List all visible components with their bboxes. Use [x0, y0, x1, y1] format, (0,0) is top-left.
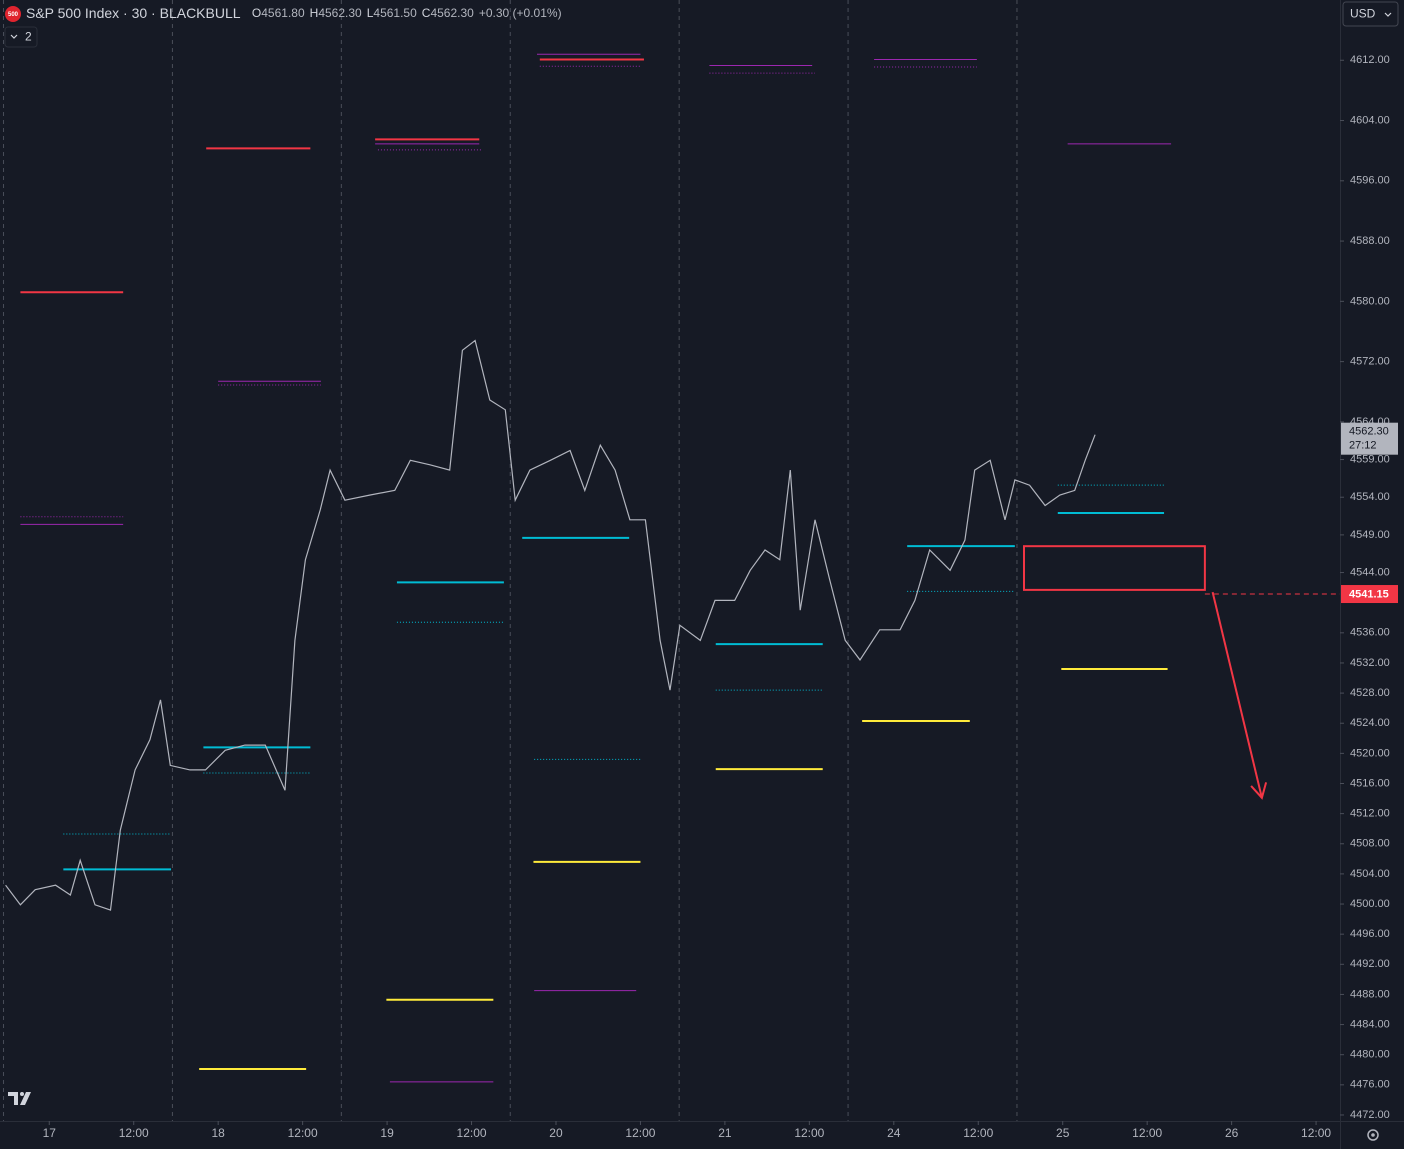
price-line: [5, 339, 1096, 911]
x-tick-label: 17: [43, 1126, 57, 1140]
currency-button[interactable]: [1342, 1, 1399, 27]
last-price-label: 4562.30: [1349, 426, 1389, 438]
plot: [3, 0, 1340, 1121]
x-tick-label: 12:00: [119, 1126, 149, 1140]
y-tick-label: 4528.00: [1350, 687, 1390, 699]
x-tick-label: 18: [211, 1126, 225, 1140]
indicator-toggle[interactable]: 2: [4, 26, 38, 48]
currency-label: USD: [1350, 7, 1376, 21]
y-tick-label: 4500.00: [1350, 898, 1390, 910]
tv-logo-dot: [20, 1092, 24, 1096]
change: +0.30 (+0.01%): [479, 6, 562, 20]
arrow-head: [1250, 782, 1268, 800]
symbol-badge: 500: [8, 12, 19, 18]
dropdown-icon: [1384, 12, 1392, 17]
currency-selector[interactable]: USD: [1342, 1, 1399, 27]
zone-box: [1023, 545, 1206, 591]
x-tick-label: 21: [718, 1126, 732, 1140]
ohlc-value: 4562.30: [318, 6, 362, 20]
x-tick-label: 12:00: [1132, 1126, 1162, 1140]
y-tick-label: 4536.00: [1350, 627, 1390, 639]
tv-logo: [8, 1092, 31, 1105]
last-price-box: [1341, 422, 1398, 455]
x-tick-label: 12:00: [1301, 1126, 1331, 1140]
x-tick-label: 12:00: [963, 1126, 993, 1140]
alert-price-box: [1341, 585, 1398, 604]
y-tick-label: 4496.00: [1350, 928, 1390, 940]
ohlc-value: 4561.50: [373, 6, 417, 20]
y-tick-label: 4532.00: [1350, 657, 1390, 669]
y-tick-label: 4572.00: [1350, 356, 1390, 368]
ohlc-label: C: [422, 6, 431, 20]
alert-price-label: 4541.15: [1349, 588, 1389, 600]
x-tick-label: 20: [549, 1126, 563, 1140]
y-tick-label: 4508.00: [1350, 838, 1390, 850]
y-tick-label: 4476.00: [1350, 1079, 1390, 1091]
symbol-logo: [5, 6, 21, 22]
y-tick-label: 4512.00: [1350, 808, 1390, 820]
y-tick-label: 4484.00: [1350, 1018, 1390, 1030]
y-tick-label: 4492.00: [1350, 958, 1390, 970]
indicator-count: 2: [25, 30, 32, 44]
y-tick-label: 4580.00: [1350, 295, 1390, 307]
ohlc-label: H: [310, 6, 319, 20]
y-tick-label: 4604.00: [1350, 114, 1390, 126]
header: S&P 500 Index · 30 · BLACKBULL O4561.80 H…: [26, 5, 562, 21]
y-tick-label: 4596.00: [1350, 175, 1390, 187]
countdown: 27:12: [1349, 440, 1377, 452]
chart-title: S&P 500 Index · 30 · BLACKBULL: [26, 5, 241, 21]
x-tick-label: 19: [380, 1126, 394, 1140]
y-tick-label: 4504.00: [1350, 868, 1390, 880]
x-tick-label: 12:00: [794, 1126, 824, 1140]
ohlc-value: 4562.30: [430, 6, 474, 20]
x-tick-label: 12:00: [457, 1126, 487, 1140]
x-tick-label: 25: [1056, 1126, 1070, 1140]
y-tick-label: 4516.00: [1350, 777, 1390, 789]
chevron-icon: [10, 34, 18, 39]
arrow-shaft: [1211, 591, 1263, 799]
y-tick-label: 4559.00: [1350, 453, 1390, 465]
tv-logo-shape: [8, 1092, 31, 1105]
y-tick-label: 4480.00: [1350, 1049, 1390, 1061]
x-tick-label: 12:00: [625, 1126, 655, 1140]
x-tick-label: 24: [887, 1126, 901, 1140]
settings-icon-center: [1371, 1133, 1375, 1137]
y-tick-label: 4472.00: [1350, 1109, 1390, 1121]
settings-icon[interactable]: [1367, 1129, 1379, 1141]
y-tick-label: 4520.00: [1350, 747, 1390, 759]
x-tick-label: 12:00: [288, 1126, 318, 1140]
ohlc-label: O: [252, 6, 261, 20]
y-tick-label: 4554.00: [1350, 491, 1390, 503]
y-tick-label: 4612.00: [1350, 54, 1390, 66]
y-tick-label: 4488.00: [1350, 988, 1390, 1000]
ohlc-label: L: [367, 6, 374, 20]
y-tick-label: 4549.00: [1350, 529, 1390, 541]
settings[interactable]: [1367, 1129, 1379, 1141]
indicator-button[interactable]: [4, 26, 38, 48]
x-tick-label: 26: [1225, 1126, 1239, 1140]
y-tick-label: 4544.00: [1350, 566, 1390, 578]
y-tick-label: 4588.00: [1350, 235, 1390, 247]
ohlc-value: 4561.80: [261, 6, 305, 20]
y-tick-label: 4524.00: [1350, 717, 1390, 729]
